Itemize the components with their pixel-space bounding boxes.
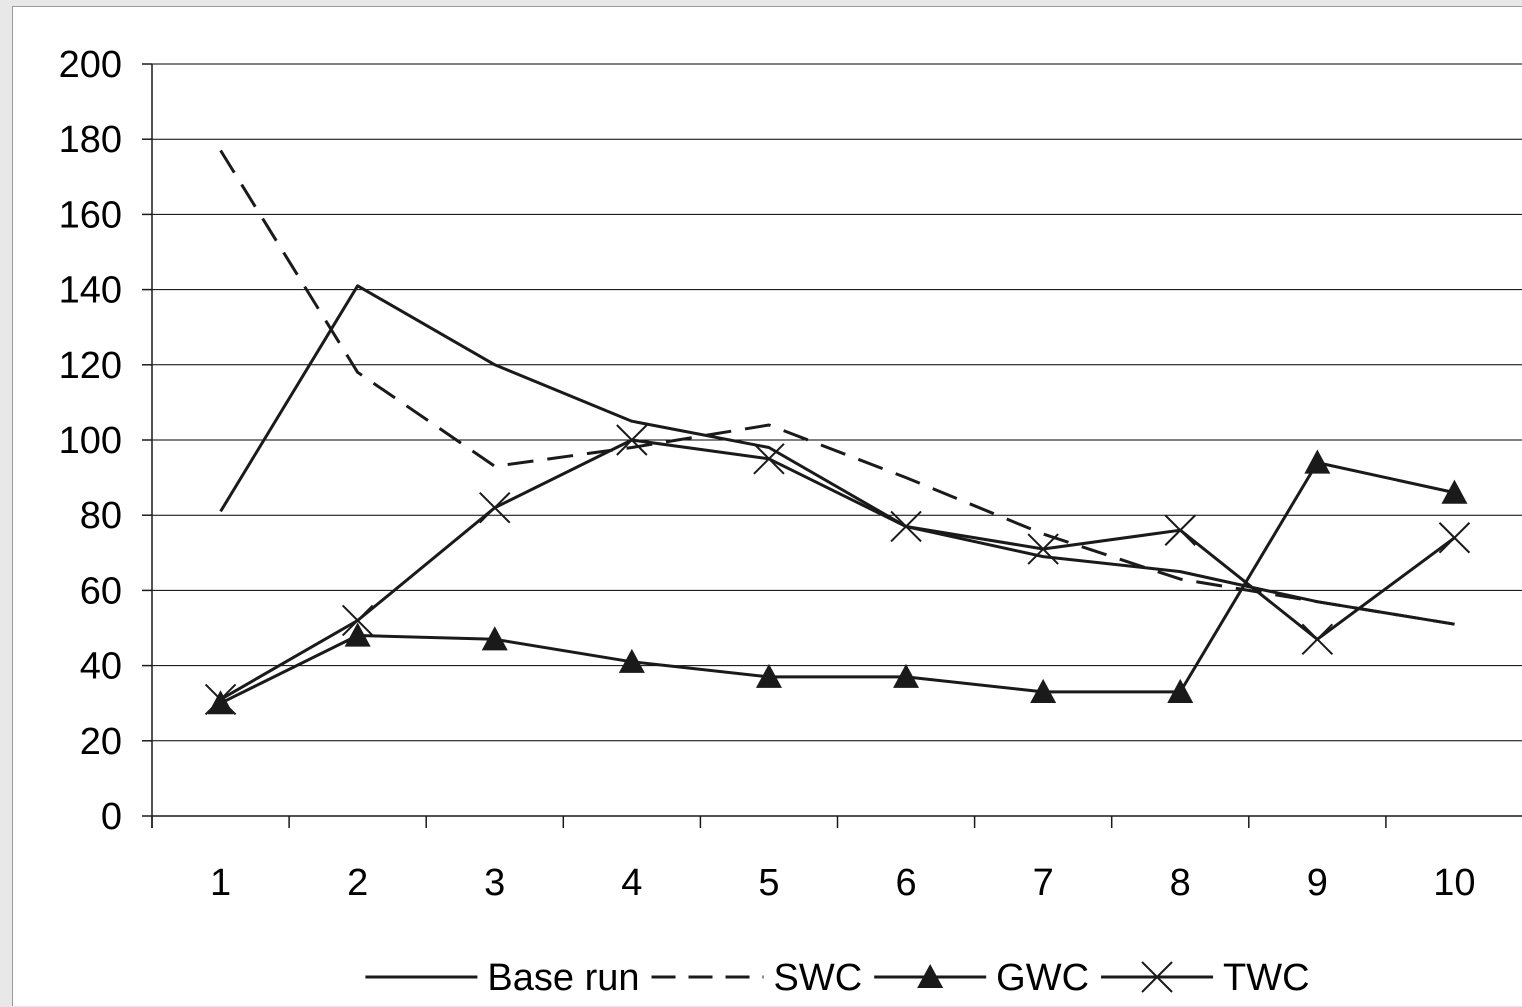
legend-item-base-run: Base run [365, 957, 640, 999]
x-marker-stroke [753, 443, 785, 475]
y-tick-label: 200 [59, 44, 122, 86]
series-line-swc [219, 149, 1455, 626]
y-tick-label: 120 [59, 345, 122, 387]
x-tick-label: 4 [621, 862, 642, 904]
triangle-marker [481, 626, 508, 651]
series-gwc [207, 449, 1468, 715]
chart-frame: 0 20 40 60 80 100 120 140 160 180 200 1 2 3 4 5 6 7 8 9 10 B… [12, 6, 1522, 1006]
x-marker-stroke [1164, 514, 1196, 546]
x-marker-stroke [204, 683, 237, 716]
triangle-marker [755, 663, 782, 688]
legend-label: Base run [487, 957, 639, 999]
x-marker [890, 510, 922, 543]
x-marker [341, 604, 374, 637]
gridlines [152, 63, 1522, 742]
x-marker [616, 424, 648, 456]
series-line-twc [219, 438, 1456, 701]
series-twc [204, 424, 1471, 716]
triangle-marker [618, 648, 645, 673]
triangle-marker [1030, 678, 1057, 703]
y-tick-label: 40 [80, 646, 122, 688]
x-marker-stroke [890, 510, 922, 543]
legend-triangle-marker [917, 964, 944, 989]
series-lines [204, 149, 1471, 716]
y-tick-label: 20 [80, 721, 122, 763]
x-marker [479, 491, 511, 524]
x-marker-stroke [616, 424, 648, 456]
y-tick-label: 140 [59, 270, 122, 312]
x-tick-label: 8 [1170, 862, 1191, 904]
series-line-gwc [219, 461, 1455, 705]
x-marker [204, 683, 237, 716]
legend-label: SWC [774, 957, 863, 999]
line-chart: 0 20 40 60 80 100 120 140 160 180 200 1 2 3 4 5 6 7 8 9 10 B… [59, 44, 1522, 999]
triangle-marker [1167, 678, 1194, 703]
x-tick-label: 5 [758, 862, 779, 904]
x-marker [1438, 522, 1471, 554]
x-tick-label: 2 [347, 862, 368, 904]
axes: 0 20 40 60 80 100 120 140 160 180 200 1 2 3 4 5 6 7 8 9 10 [59, 44, 1522, 904]
legend-label: TWC [1223, 957, 1310, 999]
y-tick-label: 180 [59, 119, 122, 161]
legend-item-gwc: GWC [874, 957, 1089, 999]
x-marker-stroke [341, 604, 374, 637]
x-marker-stroke [479, 491, 511, 524]
triangle-marker [893, 663, 920, 688]
x-marker [753, 443, 785, 475]
legend: Base run SWC GWC TWC [365, 957, 1310, 999]
y-tick-label: 60 [80, 570, 122, 612]
y-tick-label: 100 [59, 420, 122, 462]
legend-item-swc: SWC [651, 957, 863, 999]
x-tick-label: 1 [210, 862, 231, 904]
y-tick-label: 80 [80, 495, 122, 537]
legend-item-twc: TWC [1101, 957, 1310, 999]
triangle-marker [344, 622, 371, 647]
x-tick-label: 10 [1433, 862, 1475, 904]
triangle-marker [1304, 449, 1331, 474]
legend-label: GWC [996, 957, 1089, 999]
y-tick-label: 160 [59, 194, 122, 236]
x-marker [1164, 514, 1196, 546]
x-marker [1027, 533, 1059, 565]
x-marker-stroke [1301, 623, 1334, 655]
legend-x-marker [1141, 961, 1173, 993]
series-line-base-run [219, 284, 1455, 626]
x-tick-label: 6 [895, 862, 916, 904]
x-tick-label: 3 [484, 862, 505, 904]
x-marker-stroke [1027, 533, 1059, 565]
x-tick-label: 9 [1307, 862, 1328, 904]
series-swc [219, 149, 1455, 626]
series-base-run [219, 284, 1455, 626]
y-tick-label: 0 [101, 796, 122, 838]
x-marker [1301, 623, 1334, 655]
x-marker-stroke [1141, 961, 1173, 993]
x-tick-label: 7 [1033, 862, 1054, 904]
x-marker-stroke [1438, 522, 1471, 554]
triangle-marker [207, 690, 234, 715]
triangle-marker [1441, 479, 1468, 504]
